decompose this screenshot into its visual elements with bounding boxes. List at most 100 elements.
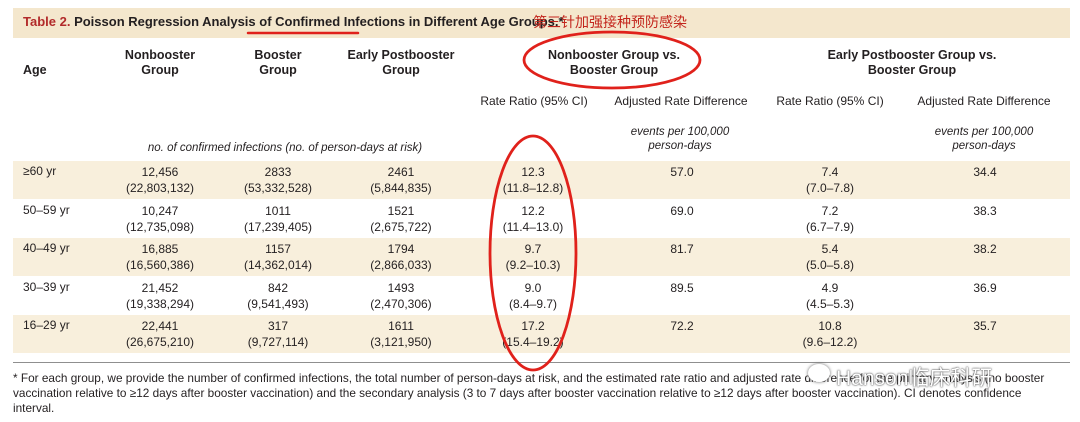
cell-value: 5.4: [821, 242, 839, 256]
cell-value: 12.3: [521, 165, 545, 179]
table-cell-non: 10,247 (12,735,098): [90, 203, 230, 235]
cell-value: 22,441: [141, 319, 179, 333]
cell-value: 4.9: [821, 280, 839, 295]
cell-secondary-value: (19,338,294): [125, 296, 195, 311]
cell-value: 1521: [387, 203, 415, 218]
table-cell-diff2: 34.4: [915, 164, 1055, 180]
age-cell: ≥60 yr: [23, 164, 57, 178]
cell-value: 81.7: [670, 242, 694, 256]
cell-value: 2461: [387, 165, 415, 179]
table-cell-non: 22,441 (26,675,210): [90, 318, 230, 350]
table-cell-diff1: 69.0: [612, 203, 752, 219]
watermark: Hanson临床科研: [836, 367, 993, 390]
cell-value: 12.2: [521, 203, 545, 218]
table-cell-early: 1493 (2,470,306): [331, 280, 471, 312]
cell-secondary-value: (22,803,132): [125, 181, 195, 195]
table-cell-diff1: 72.2: [612, 318, 752, 334]
table-cell-early: 2461 (5,844,835): [331, 164, 471, 196]
age-cell: 30–39 yr: [23, 279, 70, 294]
cell-secondary-value: (12,735,098): [125, 219, 195, 234]
cell-value: 10,247: [141, 203, 179, 218]
cell-secondary-value: (9.6–12.2): [802, 335, 858, 349]
cell-secondary-value: (14,362,014): [243, 258, 313, 272]
cell-value: 1794: [387, 242, 415, 256]
table-cell-rr2: 10.8 (9.6–12.2): [760, 318, 900, 350]
header-booster: Booster Group: [254, 48, 302, 77]
table-cell-rr2: 4.9 (4.5–5.3): [760, 280, 900, 312]
table-cell-early: 1521 (2,675,722): [331, 203, 471, 235]
cell-value: 57.0: [670, 165, 694, 179]
header-nonbooster: Nonbooster Group: [124, 48, 196, 77]
age-cell: 40–49 yr: [23, 241, 70, 255]
subheader-rate-ratio-2: Rate Ratio (95% CI): [776, 94, 884, 108]
cell-value: 12,456: [141, 165, 179, 179]
cell-value: 9.7: [524, 242, 542, 256]
cell-secondary-value: (53,332,528): [243, 181, 313, 195]
cell-secondary-value: (7.0–7.8): [805, 181, 855, 195]
cell-secondary-value: (17,239,405): [243, 219, 313, 234]
table-cell-diff1: 57.0: [612, 164, 752, 180]
cell-value: 69.0: [670, 203, 694, 218]
cell-secondary-value: (11.4–13.0): [502, 219, 564, 234]
cell-secondary-value: (2,866,033): [370, 258, 432, 272]
header-age: Age: [23, 63, 47, 77]
cell-value: 1011: [265, 203, 291, 218]
age-cell: 16–29 yr: [23, 318, 70, 332]
cell-value: 842: [267, 280, 289, 295]
cell-value: 2833: [264, 165, 292, 179]
table-cell-diff2: 38.3: [915, 203, 1055, 219]
wechat-logo-icon: [808, 364, 830, 382]
cell-value: 89.5: [670, 280, 694, 295]
cell-value: 16,885: [141, 242, 179, 256]
cell-secondary-value: (15.4–19.2): [502, 335, 564, 349]
table-cell-boo: 842 (9,541,493): [208, 280, 348, 312]
cell-value: 317: [267, 319, 289, 333]
table-cell-rr1: 12.2 (11.4–13.0): [463, 203, 603, 235]
cell-secondary-value: (16,560,386): [125, 258, 195, 272]
cell-secondary-value: (9.2–10.3): [505, 258, 561, 272]
cell-secondary-value: (3,121,950): [370, 335, 432, 349]
units-events-1: events per 100,000 person-days: [630, 126, 730, 152]
table-cell-rr1: 12.3 (11.8–12.8): [463, 164, 603, 196]
cell-value: 7.2: [821, 203, 839, 218]
cell-secondary-value: (11.8–12.8): [502, 181, 564, 195]
cell-secondary-value: (2,470,306): [370, 296, 432, 311]
cell-value: 72.2: [670, 319, 694, 333]
table-cell-diff1: 81.7: [612, 241, 752, 257]
annotation-note: 第三针加强接种预防感染: [533, 14, 687, 30]
table-cell-rr1: 9.7 (9.2–10.3): [463, 241, 603, 273]
table-cell-diff2: 35.7: [915, 318, 1055, 334]
table-cell-boo: 2833 (53,332,528): [208, 164, 348, 196]
cell-value: 38.3: [973, 203, 997, 218]
table-footnote: * For each group, we provide the number …: [13, 371, 1045, 415]
table-cell-rr1: 9.0 (8.4–9.7): [463, 280, 603, 312]
cell-value: 17.2: [521, 319, 545, 333]
subheader-adj-diff-1: Adjusted Rate Difference: [614, 94, 748, 108]
cell-value: 38.2: [973, 242, 997, 256]
cell-secondary-value: (2,675,722): [370, 219, 432, 234]
table-cell-non: 21,452 (19,338,294): [90, 280, 230, 312]
units-events-2: events per 100,000 person-days: [934, 126, 1034, 152]
subheader-rate-ratio-1: Rate Ratio (95% CI): [480, 94, 588, 108]
table-cell-non: 16,885 (16,560,386): [90, 241, 230, 273]
table-cell-rr2: 7.2 (6.7–7.9): [760, 203, 900, 235]
table-cell-diff2: 36.9: [915, 280, 1055, 296]
table-cell-early: 1794 (2,866,033): [331, 241, 471, 273]
cell-value: 35.7: [973, 319, 997, 333]
header-early-vs-booster: Early Postbooster Group vs. Booster Grou…: [827, 48, 997, 77]
table-title: Table 2. Poisson Regression Analysis of …: [23, 14, 564, 29]
table-title-footnote-mark: *: [558, 14, 564, 29]
cell-value: 7.4: [821, 165, 839, 179]
table-cell-rr2: 7.4 (7.0–7.8): [760, 164, 900, 196]
table-cell-early: 1611 (3,121,950): [331, 318, 471, 350]
cell-value: 9.0: [524, 280, 542, 295]
cell-secondary-value: (9,727,114): [247, 335, 309, 349]
header-nonbooster-vs-booster: Nonbooster Group vs. Booster Group: [548, 48, 680, 77]
cell-value: 1493: [387, 280, 415, 295]
table-cell-boo: 1157 (14,362,014): [208, 241, 348, 273]
table-cell-diff2: 38.2: [915, 241, 1055, 257]
table-cell-boo: 1011 (17,239,405): [208, 203, 348, 235]
cell-secondary-value: (5.0–5.8): [805, 258, 855, 272]
cell-secondary-value: (9,541,493): [247, 296, 309, 311]
table-number: Table 2.: [23, 14, 71, 29]
